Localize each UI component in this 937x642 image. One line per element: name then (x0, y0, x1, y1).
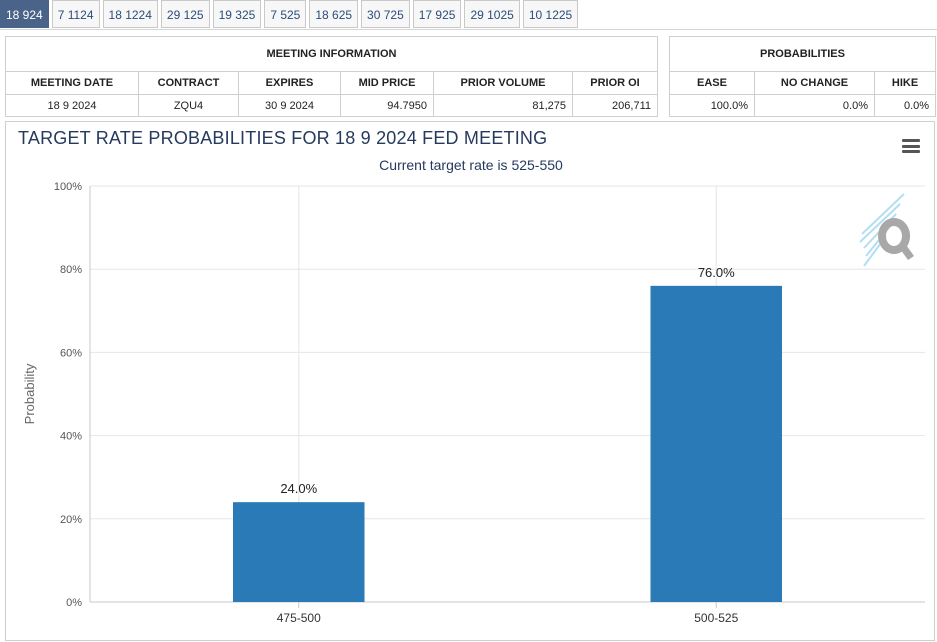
prior-volume-value: 81,275 (433, 94, 573, 117)
hamburger-menu-icon[interactable] (902, 139, 920, 153)
col-expires: EXPIRES (238, 71, 341, 95)
y-tick-label: 100% (54, 181, 82, 193)
bar-500-525 (650, 285, 783, 602)
chart-subtitle: Current target rate is 525-550 (379, 157, 563, 173)
tab-7-525[interactable]: 7 525 (264, 0, 307, 28)
col-prior-volume: PRIOR VOLUME (433, 71, 573, 95)
col-no-change: NO CHANGE (754, 71, 875, 95)
tab-18-625[interactable]: 18 625 (309, 0, 359, 28)
bar-data-label: 76.0% (698, 265, 735, 280)
probability-bar-chart: 0% 20% 40% 60% 80% 100% 24.0% 475-500 76.0% 500-5… (22, 181, 925, 625)
hike-value: 0.0% (873, 94, 937, 117)
tabs-divider (0, 29, 937, 30)
quikstrike-logo-icon (859, 193, 914, 267)
y-tick-label: 0% (66, 597, 82, 609)
tab-17-925[interactable]: 17 925 (412, 0, 462, 28)
tab-19-325[interactable]: 19 325 (212, 0, 262, 28)
y-tick-label: 80% (60, 264, 82, 276)
meeting-information-header: MEETING INFORMATION (5, 36, 658, 72)
probabilities-header: PROBABILITIES (668, 36, 937, 72)
chart-title: TARGET RATE PROBABILITIES FOR 18 9 2024 … (18, 128, 548, 148)
x-tick-label: 500-525 (694, 611, 738, 625)
tab-10-1225[interactable]: 10 1225 (522, 0, 579, 28)
probabilities-table: PROBABILITIES EASE NO CHANGE HIKE 100.0%… (668, 36, 937, 117)
col-contract: CONTRACT (138, 71, 239, 95)
no-change-value: 0.0% (754, 94, 875, 117)
ease-value: 100.0% (669, 94, 755, 117)
y-tick-label: 40% (60, 431, 82, 443)
y-axis-title: Probability (22, 363, 37, 424)
col-hike: HIKE (873, 71, 937, 95)
tab-29-125[interactable]: 29 125 (160, 0, 210, 28)
bar-data-label: 24.0% (280, 481, 317, 496)
expires-value: 30 9 2024 (238, 94, 341, 117)
col-mid-price: MID PRICE (340, 71, 434, 95)
tab-18-924[interactable]: 18 924 (0, 0, 49, 28)
tab-18-1224[interactable]: 18 1224 (102, 0, 158, 28)
meeting-information-table: MEETING INFORMATION MEETING DATE CONTRAC… (5, 36, 658, 117)
prior-oi-value: 206,711 (572, 94, 658, 117)
bar-475-500 (232, 502, 365, 602)
col-meeting-date: MEETING DATE (5, 71, 139, 95)
col-ease: EASE (669, 71, 755, 95)
table-row: 100.0% 0.0% 0.0% (669, 94, 937, 117)
tab-7-1124[interactable]: 7 1124 (51, 0, 100, 28)
y-tick-label: 20% (60, 514, 82, 526)
y-tick-label: 60% (60, 347, 82, 359)
meeting-date-value: 18 9 2024 (5, 94, 139, 117)
contract-value: ZQU4 (138, 94, 239, 117)
tab-30-725[interactable]: 30 725 (361, 0, 410, 28)
chart-panel: 0% 20% 40% 60% 80% 100% 24.0% 475-500 76.0% 500-5… (5, 121, 935, 641)
meeting-date-tabs: 18 924 7 1124 18 1224 29 125 19 325 7 525 18 6… (0, 0, 581, 30)
table-row: 18 9 2024 ZQU4 30 9 2024 94.7950 81,275 … (5, 94, 658, 117)
mid-price-value: 94.7950 (340, 94, 434, 117)
tab-29-1025[interactable]: 29 1025 (464, 0, 520, 28)
col-prior-oi: PRIOR OI (572, 71, 658, 95)
x-tick-label: 475-500 (277, 611, 321, 625)
